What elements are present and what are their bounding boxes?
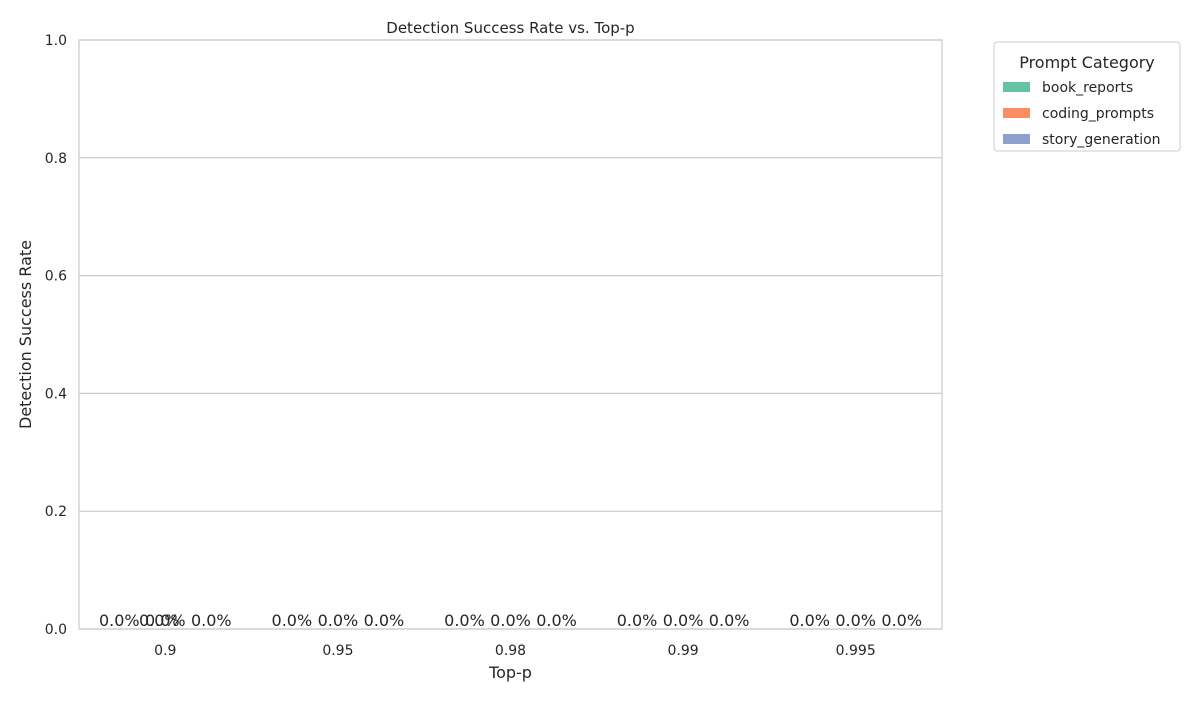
data-labels: 0.0% 0.0% 0.0% 0.0% 0.0% 0.0% 0.0% 0.0% 0.0% 0.0%… (99, 611, 922, 630)
legend-label: story_generation (1042, 132, 1161, 148)
x-tick-label: 0.9 (154, 643, 176, 659)
data-label: 0.0% (663, 611, 704, 630)
data-label: 0.0% (536, 611, 577, 630)
y-tick-label: 0.6 (45, 269, 67, 285)
y-tick-label: 0.4 (45, 386, 67, 402)
legend: Prompt Category book_reports coding_promp… (993, 41, 1181, 152)
plot-background (79, 40, 942, 629)
data-label: 0.0% (139, 611, 180, 630)
legend-label: book_reports (1042, 80, 1133, 96)
y-tick-labels: 0.0 0.2 0.4 0.6 0.8 1.0 (45, 33, 67, 638)
data-label: 0.0% (444, 611, 485, 630)
y-tick-label: 0.8 (45, 151, 67, 167)
legend-title: Prompt Category (1019, 53, 1155, 72)
legend-items: book_reports coding_prompts story_generati… (1003, 80, 1161, 148)
y-axis-label: Detection Success Rate (16, 240, 35, 429)
data-label: 0.0% (709, 611, 750, 630)
y-tick-label: 1.0 (45, 33, 67, 49)
data-label: 0.0% (789, 611, 830, 630)
legend-swatch-book_reports (1003, 82, 1030, 92)
data-label: 0.0% (617, 611, 658, 630)
legend-label: coding_prompts (1042, 106, 1154, 122)
data-label: 0.0% (835, 611, 876, 630)
y-tick-label: 0.0 (45, 622, 67, 638)
data-label: 0.0% (145, 611, 186, 630)
data-label: 0.0% (99, 611, 140, 630)
data-label: 0.0% (881, 611, 922, 630)
data-label: 0.0% (318, 611, 359, 630)
data-label: 0.0% (364, 611, 405, 630)
y-tick-label: 0.2 (45, 504, 67, 520)
x-tick-label: 0.99 (668, 643, 699, 659)
legend-swatch-coding_prompts (1003, 108, 1030, 118)
x-tick-label: 0.95 (322, 643, 353, 659)
x-tick-label: 0.995 (836, 643, 876, 659)
legend-frame (993, 41, 1181, 152)
data-label: 0.0% (272, 611, 313, 630)
x-tick-labels: 0.9 0.95 0.98 0.99 0.995 (154, 643, 876, 659)
x-tick-label: 0.98 (495, 643, 526, 659)
x-axis-label: Top-p (488, 663, 532, 682)
data-label: 0.0% (490, 611, 531, 630)
legend-swatch-story_generation (1003, 134, 1030, 144)
chart-title: Detection Success Rate vs. Top-p (386, 19, 634, 37)
plot-frame (78, 39, 943, 630)
data-label: 0.0% (191, 611, 232, 630)
